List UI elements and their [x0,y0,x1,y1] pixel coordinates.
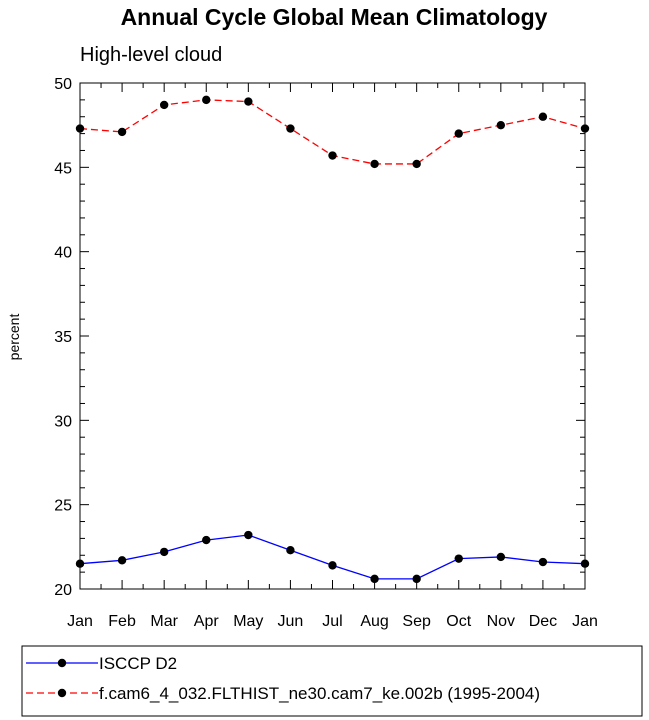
series-1-point [286,546,295,555]
series-1-point [328,561,337,570]
y-tick-label: 30 [54,413,72,430]
x-tick-label: Dec [529,613,557,630]
series-2-point [202,95,211,105]
series-2-point [117,127,127,137]
series-2-point [328,151,337,160]
y-tick-label: 45 [54,160,72,177]
x-tick-label: Jun [278,613,304,630]
chart-title: Annual Cycle Global Mean Climatology [121,4,548,30]
series-2-point [412,159,421,169]
x-tick-label: Sep [402,613,431,630]
series-2-point [538,112,548,121]
series-2-point [370,159,379,169]
series-1-point [370,574,379,584]
legend-marker-2 [57,688,67,698]
y-tick-label: 50 [54,76,72,93]
series-2-point [286,124,295,133]
axis-ticks: 20 25 30 35 40 45 50 Jan Feb Mar Apr May Jun Jul Aug Se… [54,76,598,630]
x-tick-label: Aug [360,613,388,630]
series-1-point [202,535,211,545]
series-2-point [580,124,590,133]
series-1-point [538,557,548,567]
chart-subtitle: High-level cloud [80,44,222,66]
series-2-point [496,120,506,130]
x-tick-label: Feb [108,613,136,630]
series-layer [75,95,590,584]
y-tick-label: 20 [54,582,72,599]
series-1-point [412,574,421,584]
series-2-point [454,129,463,138]
x-tick-label: Nov [487,613,515,630]
x-tick-label: Mar [150,613,178,630]
series-1-point [159,547,169,557]
series-1-point [75,559,85,568]
series-1-point [496,552,506,562]
legend-label-2: f.cam6_4_032.FLTHIST_ne30.cam7_ke.002b (… [99,684,540,703]
series-2-point [244,97,253,106]
y-axis-label: percent [6,314,22,361]
legend: ISCCP D2 f.cam6_4_032.FLTHIST_ne30.cam7_k… [26,654,540,703]
x-tick-label: Apr [194,613,220,630]
y-tick-label: 25 [54,498,72,515]
y-tick-label: 35 [54,329,72,346]
series-1-point [244,530,253,540]
y-tick-label: 40 [54,245,72,262]
x-tick-label: Jan [67,613,93,630]
legend-label-1: ISCCP D2 [99,654,177,673]
series-2-point [75,124,85,133]
x-tick-label: Oct [446,613,471,630]
series-1-point [454,554,463,563]
x-tick-label: Jan [572,613,598,630]
x-tick-label: May [233,613,263,630]
series-1-point [580,559,590,568]
x-tick-label: Jul [322,613,342,630]
legend-box [21,645,643,717]
series-1-point [117,556,127,565]
series-line-1 [79,534,586,580]
legend-marker-1 [57,658,67,668]
series-2-point [159,100,169,110]
